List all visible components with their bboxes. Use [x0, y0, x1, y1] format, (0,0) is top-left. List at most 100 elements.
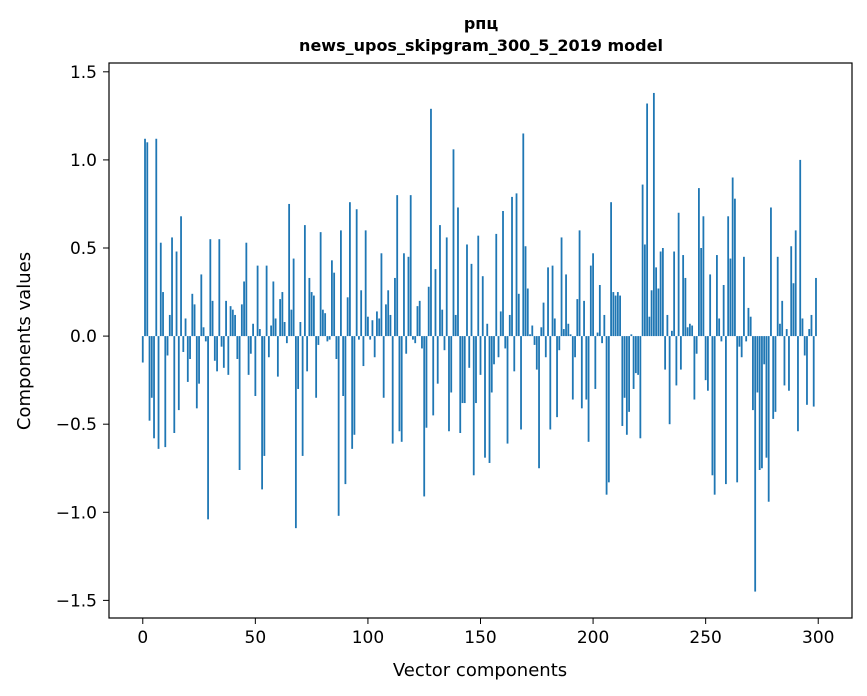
x-tick-label: 200	[577, 628, 609, 648]
bar	[141, 336, 144, 363]
bar	[324, 313, 327, 337]
bar	[589, 265, 592, 337]
bar	[740, 336, 743, 358]
bar	[303, 225, 306, 337]
bar	[801, 318, 804, 337]
bar	[272, 281, 275, 337]
bar	[265, 265, 268, 337]
bar	[621, 336, 624, 426]
bar	[276, 336, 279, 377]
bar	[376, 311, 378, 337]
bar	[351, 336, 354, 449]
bar	[371, 320, 374, 337]
bar	[387, 290, 390, 337]
bar	[459, 336, 462, 433]
bar	[454, 314, 457, 337]
bar	[283, 322, 286, 337]
bar	[380, 253, 383, 337]
bar	[299, 322, 302, 337]
bar	[734, 198, 736, 337]
bar	[335, 336, 338, 359]
bar	[436, 336, 439, 384]
bar	[249, 336, 252, 354]
bar	[520, 336, 522, 430]
bar	[677, 212, 680, 337]
bar	[661, 248, 664, 337]
bar	[484, 336, 486, 458]
bar	[686, 327, 689, 337]
bar	[551, 265, 554, 337]
bar	[605, 336, 608, 495]
bar	[684, 277, 687, 337]
bar	[182, 336, 185, 352]
bar	[731, 177, 734, 337]
bar	[639, 336, 642, 439]
bar	[394, 277, 396, 337]
bar	[441, 309, 444, 337]
bar	[319, 232, 322, 337]
bar	[180, 216, 182, 337]
x-axis-label: Vector components	[393, 660, 567, 681]
bar	[695, 336, 698, 354]
bar	[312, 295, 315, 337]
bar	[236, 336, 239, 359]
bar	[808, 329, 811, 337]
bar	[306, 336, 309, 372]
bar	[173, 336, 176, 433]
bar	[540, 327, 543, 337]
bar	[601, 336, 603, 344]
bar	[745, 336, 748, 342]
bar	[571, 336, 574, 400]
bar	[421, 336, 423, 349]
bar	[632, 336, 635, 389]
x-tick-label: 300	[802, 628, 834, 648]
bar	[736, 336, 739, 483]
bar	[200, 274, 203, 337]
bar	[727, 216, 730, 337]
bar	[799, 159, 802, 337]
bar	[355, 209, 358, 337]
bar	[756, 336, 759, 393]
bar	[452, 149, 455, 337]
bar	[758, 336, 761, 470]
bar	[195, 336, 198, 409]
bar	[310, 292, 313, 337]
bar	[524, 246, 527, 337]
y-tick-label: −1.0	[56, 503, 97, 523]
bar	[308, 277, 311, 337]
bar	[369, 336, 372, 340]
y-tick-label: −0.5	[56, 415, 97, 435]
bar	[385, 304, 387, 337]
bar	[281, 292, 284, 337]
bar	[202, 327, 205, 337]
bar	[360, 290, 363, 337]
bar	[234, 314, 236, 337]
bar	[425, 336, 428, 428]
bar	[652, 92, 655, 337]
bar	[526, 288, 529, 337]
bar	[709, 274, 712, 337]
bar	[794, 230, 797, 337]
bar	[682, 255, 685, 337]
bar	[353, 336, 356, 435]
bar	[655, 267, 658, 337]
bar	[544, 336, 547, 358]
bar	[292, 258, 295, 337]
bar	[691, 325, 694, 337]
bar	[146, 142, 149, 337]
bar	[558, 336, 561, 351]
bar	[729, 258, 732, 337]
x-tick-label: 250	[689, 628, 721, 648]
bar	[569, 334, 572, 337]
bar	[423, 336, 426, 497]
bar	[175, 251, 178, 337]
bar	[403, 253, 405, 337]
x-tick-label: 150	[464, 628, 496, 648]
bar	[148, 336, 151, 421]
bar	[409, 195, 412, 337]
bar	[578, 230, 581, 337]
bar	[747, 307, 750, 337]
bar	[177, 336, 180, 411]
bar	[475, 336, 477, 404]
bar	[711, 336, 714, 476]
